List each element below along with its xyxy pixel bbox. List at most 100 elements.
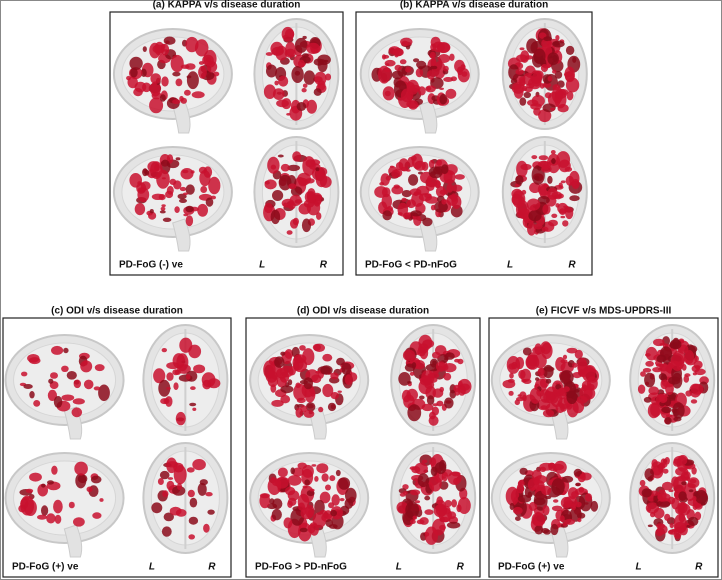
tract-blob	[274, 80, 279, 86]
tract-blob	[161, 348, 167, 353]
tract-blob	[451, 195, 462, 210]
tract-blob	[185, 63, 196, 70]
tract-blob	[584, 493, 593, 502]
tract-blob	[429, 51, 436, 59]
tract-blob	[655, 363, 662, 368]
tract-blob	[186, 71, 199, 90]
tract-blob	[537, 367, 545, 376]
sagittal-brain	[359, 146, 480, 252]
tract-blob	[297, 172, 311, 186]
tract-blob	[160, 206, 166, 211]
tract-blob	[566, 390, 578, 404]
tract-blob	[542, 505, 550, 516]
tract-blob	[441, 476, 446, 479]
tract-blob	[555, 35, 560, 41]
tract-blob	[408, 100, 419, 110]
tract-blob	[543, 183, 548, 188]
tract-blob	[312, 343, 321, 351]
tract-blob	[515, 516, 521, 521]
tract-blob	[320, 365, 333, 375]
tract-blob	[378, 65, 391, 84]
tract-blob	[304, 386, 316, 403]
tract-blob	[309, 523, 319, 536]
tract-blob	[287, 500, 293, 508]
tract-blob	[527, 222, 536, 236]
tract-blob	[413, 191, 419, 197]
tract-blob	[292, 217, 299, 226]
tract-blob	[142, 82, 151, 93]
tract-blob	[173, 462, 184, 473]
tract-blob	[560, 215, 566, 219]
tract-blob	[417, 473, 430, 488]
tract-blob	[294, 37, 308, 53]
tract-blob	[645, 346, 658, 361]
tract-blob	[562, 475, 574, 483]
tract-blob	[309, 488, 315, 492]
tract-blob	[533, 48, 546, 65]
tract-blob	[687, 516, 699, 527]
tract-blob	[175, 411, 186, 426]
tract-blob	[563, 496, 578, 508]
tract-blob	[449, 53, 455, 61]
tract-blob	[83, 360, 88, 366]
tract-blob	[280, 385, 294, 394]
tract-blob	[300, 405, 308, 413]
tract-blob	[33, 400, 41, 407]
tract-blob	[444, 500, 452, 508]
tract-blob	[199, 170, 211, 187]
panel-border	[245, 317, 481, 578]
tract-blob	[641, 488, 652, 498]
tract-blob	[41, 505, 49, 516]
axial-brain	[253, 136, 340, 248]
tract-blob	[330, 392, 339, 400]
tract-blob	[322, 353, 333, 362]
sagittal-brain	[249, 452, 370, 558]
tract-blob	[93, 386, 101, 391]
tract-blob	[149, 42, 161, 59]
tract-blob	[185, 205, 194, 213]
tract-blob	[673, 513, 687, 534]
tract-blob	[167, 477, 174, 480]
tract-blob	[51, 345, 64, 355]
tract-blob	[426, 70, 435, 80]
panel-title: (a) KAPPA v/s disease duration	[153, 0, 301, 11]
tract-blob	[73, 517, 85, 527]
tract-blob	[422, 339, 435, 349]
tract-blob	[149, 97, 164, 114]
tract-blob	[664, 513, 671, 521]
tract-blob	[453, 477, 460, 485]
tract-blob	[313, 58, 324, 66]
tract-blob	[516, 396, 525, 402]
tract-blob	[413, 58, 420, 63]
tract-blob	[454, 358, 460, 363]
sagittal-brain	[112, 146, 233, 252]
tract-blob	[283, 517, 293, 529]
tract-blob	[428, 159, 435, 169]
tract-blob	[266, 64, 277, 78]
tract-blob	[516, 483, 525, 494]
tract-blob	[555, 384, 562, 390]
tract-blob	[325, 484, 331, 491]
tract-blob	[285, 486, 296, 496]
tract-blob	[436, 496, 444, 506]
tract-blob	[688, 489, 694, 493]
tract-blob	[180, 168, 194, 180]
tract-blob	[548, 219, 558, 227]
tract-blob	[46, 513, 56, 524]
tract-blob	[156, 169, 170, 189]
tract-blob	[265, 52, 273, 56]
tract-blob	[573, 388, 580, 393]
tract-blob	[424, 509, 434, 515]
tract-blob	[435, 361, 446, 372]
tract-blob	[560, 180, 566, 184]
tract-blob	[303, 409, 315, 418]
tract-blob	[270, 41, 284, 56]
tract-blob	[651, 459, 658, 468]
tract-blob	[272, 190, 284, 201]
tract-blob	[338, 477, 351, 490]
tract-blob	[531, 71, 542, 87]
tract-blob	[662, 481, 673, 491]
tract-blob	[540, 64, 549, 72]
tract-blob	[531, 487, 536, 491]
